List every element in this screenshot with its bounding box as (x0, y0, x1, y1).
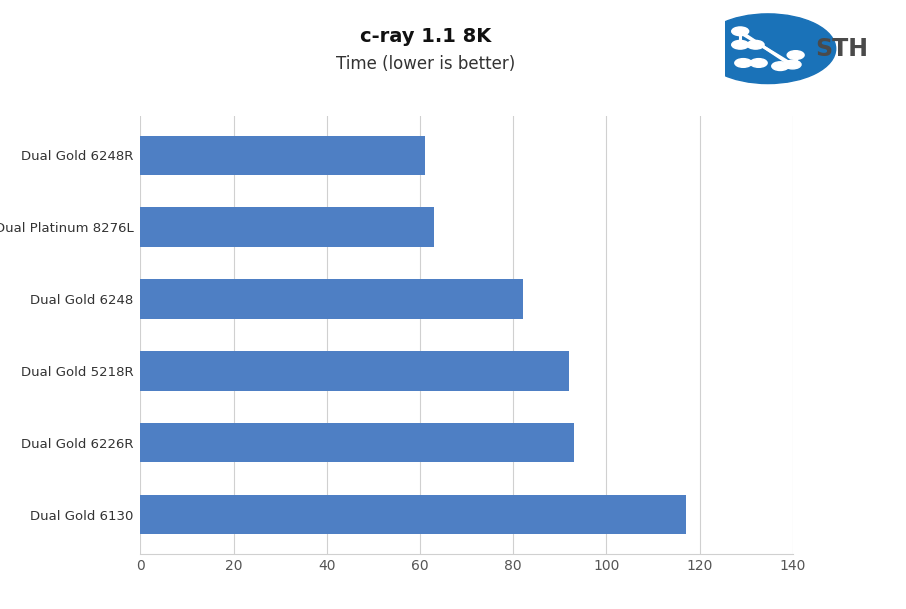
Bar (140, 423, 573, 462)
Bar (140, 208, 434, 247)
Text: c-ray 1.1 8K: c-ray 1.1 8K (361, 27, 491, 46)
Circle shape (750, 58, 767, 68)
Bar (140, 280, 523, 319)
Circle shape (732, 40, 748, 49)
Circle shape (732, 27, 748, 36)
Circle shape (700, 14, 835, 83)
Circle shape (787, 51, 805, 60)
Circle shape (747, 40, 764, 49)
Circle shape (772, 62, 789, 71)
Text: STH: STH (815, 37, 868, 61)
Bar (140, 351, 569, 390)
Bar (140, 495, 686, 534)
Circle shape (735, 58, 752, 68)
Text: Time (lower is better): Time (lower is better) (336, 55, 516, 73)
Circle shape (784, 60, 801, 69)
Bar (140, 136, 425, 175)
